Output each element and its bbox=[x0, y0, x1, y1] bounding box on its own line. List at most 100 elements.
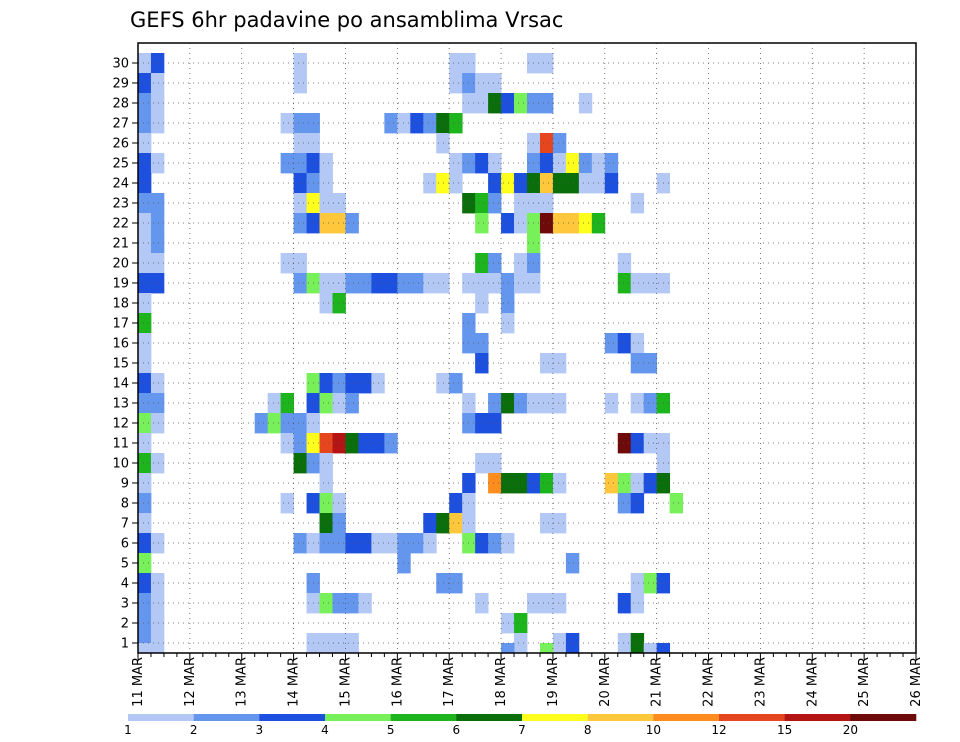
heatmap-cell bbox=[501, 313, 515, 334]
heatmap-cell bbox=[488, 413, 502, 434]
heatmap-cell bbox=[501, 293, 515, 314]
heatmap-cell bbox=[267, 393, 282, 414]
heatmap-cell bbox=[539, 213, 554, 234]
heatmap-cell bbox=[449, 373, 463, 394]
heatmap-cell bbox=[293, 533, 307, 554]
heatmap-cell bbox=[319, 473, 333, 494]
heatmap-cell bbox=[565, 553, 580, 574]
heatmap-cell bbox=[138, 153, 152, 174]
heatmap-cell bbox=[539, 513, 554, 534]
heatmap-cell bbox=[501, 643, 515, 654]
heatmap-cell bbox=[293, 453, 307, 474]
heatmap-cell bbox=[643, 273, 658, 294]
heatmap-cell bbox=[643, 353, 658, 374]
heatmap-cell bbox=[138, 553, 152, 574]
heatmap-cell bbox=[293, 253, 307, 274]
plot-frame bbox=[137, 42, 917, 654]
colorbar-swatch bbox=[784, 714, 851, 721]
heatmap-cell bbox=[475, 153, 489, 174]
heatmap-cell bbox=[436, 373, 450, 394]
heatmap-cell bbox=[539, 353, 554, 374]
heatmap-cell bbox=[436, 113, 450, 134]
colorbar-swatch bbox=[456, 714, 523, 721]
heatmap-cell bbox=[630, 593, 645, 614]
colorbar-label: 2 bbox=[190, 723, 198, 737]
colorbar-label: 1 bbox=[124, 723, 132, 737]
heatmap-cell bbox=[345, 393, 359, 414]
heatmap-cell bbox=[332, 633, 346, 654]
heatmap-cell bbox=[384, 433, 398, 454]
heatmap-cell bbox=[514, 273, 528, 294]
heatmap-cell bbox=[138, 93, 152, 114]
heatmap-cell bbox=[552, 593, 567, 614]
heatmap-cell bbox=[150, 393, 165, 414]
heatmap-cell bbox=[604, 153, 619, 174]
heatmap-cell bbox=[630, 473, 645, 494]
heatmap-cell bbox=[539, 593, 554, 614]
heatmap-cell bbox=[150, 533, 165, 554]
heatmap-cell bbox=[643, 393, 658, 414]
heatmap-cell bbox=[578, 173, 593, 194]
x-tick-label: 21 MAR bbox=[650, 657, 665, 707]
heatmap-cell bbox=[138, 253, 152, 274]
heatmap-cell bbox=[138, 313, 152, 334]
heatmap-cell bbox=[501, 613, 515, 634]
heatmap-cell bbox=[138, 233, 152, 254]
heatmap-cell bbox=[332, 593, 346, 614]
heatmap-cell bbox=[630, 393, 645, 414]
heatmap-cell bbox=[565, 173, 580, 194]
heatmap-cell bbox=[552, 353, 567, 374]
heatmap-cell bbox=[319, 633, 333, 654]
heatmap-cell bbox=[539, 53, 554, 74]
heatmap-cell bbox=[552, 513, 567, 534]
y-axis: 1234567891011121314151617181920212223242… bbox=[112, 57, 138, 652]
heatmap-cell bbox=[617, 253, 632, 274]
colorbar-swatch bbox=[587, 714, 654, 721]
heatmap-cell bbox=[488, 273, 502, 294]
heatmap-cell bbox=[384, 273, 398, 294]
heatmap-cell bbox=[617, 333, 632, 354]
x-tick-label: 14 MAR bbox=[287, 657, 302, 707]
heatmap-cell bbox=[565, 633, 580, 654]
heatmap-cell bbox=[332, 513, 346, 534]
heatmap-cell bbox=[501, 533, 515, 554]
heatmap-cell bbox=[293, 433, 307, 454]
heatmap-cell bbox=[358, 433, 372, 454]
y-tick-label: 22 bbox=[112, 217, 129, 232]
heatmap-cell bbox=[138, 493, 152, 514]
x-tick-label: 26 MAR bbox=[909, 657, 924, 707]
heatmap-cell bbox=[138, 173, 152, 194]
y-tick-label: 10 bbox=[112, 457, 129, 472]
heatmap-cell bbox=[319, 293, 333, 314]
heatmap-cell bbox=[514, 633, 528, 654]
heatmap-cell bbox=[423, 173, 437, 194]
heatmap-cell bbox=[501, 213, 515, 234]
y-tick-label: 7 bbox=[121, 517, 129, 532]
heatmap-cell bbox=[138, 53, 152, 74]
heatmap-cell bbox=[604, 333, 619, 354]
heatmap-cell bbox=[332, 273, 346, 294]
heatmap-cell bbox=[475, 353, 489, 374]
heatmap-cell bbox=[630, 333, 645, 354]
heatmap-cell bbox=[514, 93, 528, 114]
heatmap-cell bbox=[539, 193, 554, 214]
y-tick-label: 11 bbox=[112, 437, 129, 452]
grid-lines bbox=[138, 43, 916, 653]
heatmap-cell bbox=[138, 533, 152, 554]
heatmap-cell bbox=[436, 573, 450, 594]
heatmap-cell bbox=[449, 113, 463, 134]
heatmap-cell bbox=[138, 353, 152, 374]
y-tick-label: 16 bbox=[112, 337, 129, 352]
heatmap-cell bbox=[449, 513, 463, 534]
heatmap-cell bbox=[384, 113, 398, 134]
heatmap-cell bbox=[630, 633, 645, 654]
x-tick-label: 12 MAR bbox=[183, 657, 198, 707]
heatmap-cell bbox=[332, 533, 346, 554]
heatmap-cell bbox=[578, 93, 593, 114]
heatmap-cell bbox=[630, 433, 645, 454]
heatmap-cell bbox=[514, 253, 528, 274]
y-tick-label: 5 bbox=[121, 557, 129, 572]
heatmap-cell bbox=[150, 633, 165, 654]
heatmap-cell bbox=[397, 533, 411, 554]
heatmap-cell bbox=[617, 273, 632, 294]
